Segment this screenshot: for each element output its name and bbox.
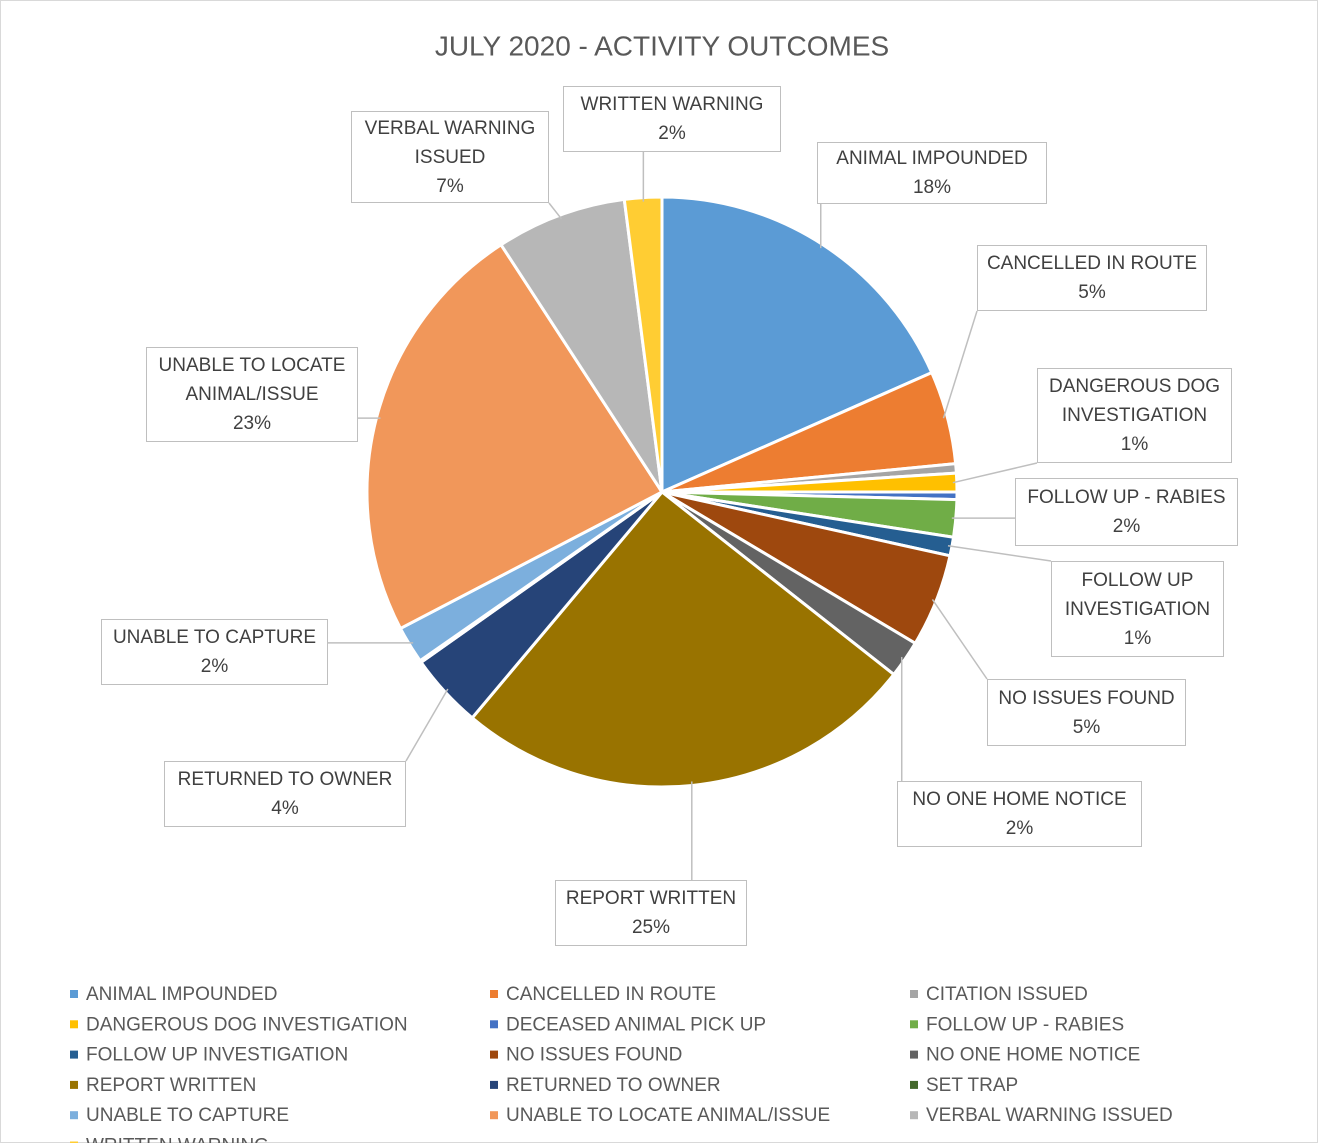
- data-label: UNABLE TO CAPTURE 2%: [101, 619, 328, 685]
- legend-swatch: [70, 1020, 78, 1029]
- data-label-value: 1%: [1120, 434, 1149, 455]
- legend-label: DECEASED ANIMAL PICK UP: [506, 1014, 766, 1035]
- data-label: DANGEROUS DOG INVESTIGATION 1%: [1037, 368, 1232, 463]
- data-label-value: 1%: [1123, 627, 1152, 649]
- legend-label: DANGEROUS DOG INVESTIGATION: [86, 1014, 408, 1035]
- data-label-value: 25%: [631, 917, 671, 938]
- legend-label: UNABLE TO LOCATE ANIMAL/ISSUE: [506, 1105, 830, 1126]
- pie-slice: [498, 197, 664, 493]
- data-label: FOLLOW UP INVESTIGATION 1%: [1051, 561, 1224, 657]
- legend-swatch: [70, 1141, 78, 1143]
- data-label-name: NO ONE HOME NOTICE: [912, 789, 1127, 810]
- legend-swatch: [910, 1111, 918, 1120]
- legend-label: REPORT WRITTEN: [86, 1075, 256, 1096]
- data-label-value: 5%: [1078, 282, 1106, 303]
- data-label-name: UNABLE TO LOCATE ANIMAL/ISSUE: [158, 355, 346, 405]
- legend-swatch: [70, 1050, 78, 1059]
- data-label: UNABLE TO LOCATE ANIMAL/ISSUE 23%: [146, 347, 358, 442]
- legend-label: FOLLOW UP INVESTIGATION: [86, 1045, 348, 1066]
- data-label: ANIMAL IMPOUNDED 18%: [817, 142, 1047, 204]
- legend-label: FOLLOW UP - RABIES: [926, 1014, 1124, 1035]
- legend-label: CANCELLED IN ROUTE: [506, 984, 716, 1005]
- data-label-value: 4%: [271, 798, 299, 819]
- legend-swatch: [910, 1020, 918, 1029]
- data-label-name: FOLLOW UP - RABIES: [1027, 487, 1226, 508]
- data-label: NO ISSUES FOUND 5%: [987, 679, 1186, 746]
- leader-line: [931, 599, 988, 680]
- leader-line: [405, 688, 449, 762]
- data-label-name: DANGEROUS DOG INVESTIGATION: [1048, 376, 1221, 426]
- data-label-name: WRITTEN WARNING: [580, 94, 764, 115]
- legend-label: VERBAL WARNING ISSUED: [926, 1105, 1173, 1126]
- pie-slice: [365, 242, 665, 631]
- legend-swatch: [490, 1111, 498, 1120]
- chart-title: JULY 2020 - ACTIVITY OUTCOMES: [435, 30, 889, 61]
- pie-slice: [660, 195, 934, 495]
- legend-swatch: [70, 1080, 78, 1089]
- legend-label: CITATION ISSUED: [926, 984, 1088, 1005]
- data-label: FOLLOW UP - RABIES 2%: [1015, 478, 1238, 546]
- leader-line: [548, 202, 563, 220]
- data-label: VERBAL WARNING ISSUED 7%: [351, 111, 549, 203]
- leader-line: [952, 462, 1038, 484]
- data-label: CANCELLED IN ROUTE 5%: [977, 245, 1207, 311]
- legend-swatch: [490, 1050, 498, 1059]
- data-label-name: REPORT WRITTEN: [565, 888, 737, 909]
- legend-label: UNABLE TO CAPTURE: [86, 1105, 289, 1126]
- data-label-name: RETURNED TO OWNER: [177, 769, 393, 790]
- data-label: WRITTEN WARNING 2%: [563, 86, 781, 152]
- leader-line: [947, 545, 1052, 562]
- data-label-name: NO ISSUES FOUND: [998, 687, 1175, 709]
- data-label-value: 23%: [232, 413, 272, 434]
- data-label-value: 5%: [1072, 716, 1101, 738]
- data-label-value: 2%: [1112, 516, 1141, 537]
- data-label-value: 2%: [658, 123, 686, 144]
- data-label-value: 2%: [200, 656, 229, 677]
- data-label-value: 7%: [436, 175, 464, 197]
- legend-swatch: [490, 1080, 498, 1089]
- legend-label: NO ONE HOME NOTICE: [926, 1045, 1140, 1066]
- data-label: RETURNED TO OWNER 4%: [164, 761, 406, 827]
- data-label-value: 2%: [1005, 818, 1034, 839]
- data-label-value: 18%: [912, 177, 952, 198]
- legend-swatch: [490, 1020, 498, 1029]
- legend-swatch: [70, 990, 78, 998]
- data-label-name: FOLLOW UP INVESTIGATION: [1064, 569, 1211, 620]
- data-label-name: VERBAL WARNING ISSUED: [364, 117, 536, 168]
- legend-swatch: [910, 990, 918, 998]
- legend-swatch: [910, 1080, 918, 1089]
- legend-swatch: [70, 1111, 78, 1120]
- data-label-name: CANCELLED IN ROUTE: [986, 253, 1198, 274]
- legend-label: RETURNED TO OWNER: [506, 1075, 721, 1096]
- data-label: NO ONE HOME NOTICE 2%: [897, 781, 1142, 847]
- legend-label: WRITTEN WARNING: [86, 1136, 269, 1143]
- data-label-name: ANIMAL IMPOUNDED: [836, 148, 1028, 169]
- data-label: REPORT WRITTEN 25%: [555, 880, 747, 946]
- legend-label: SET TRAP: [926, 1075, 1018, 1096]
- legend-label: NO ISSUES FOUND: [506, 1045, 682, 1066]
- data-label-name: UNABLE TO CAPTURE: [112, 627, 317, 648]
- legend-swatch: [490, 990, 498, 998]
- legend-swatch: [910, 1050, 918, 1059]
- leader-line: [942, 310, 978, 419]
- legend-label: ANIMAL IMPOUNDED: [86, 984, 277, 1005]
